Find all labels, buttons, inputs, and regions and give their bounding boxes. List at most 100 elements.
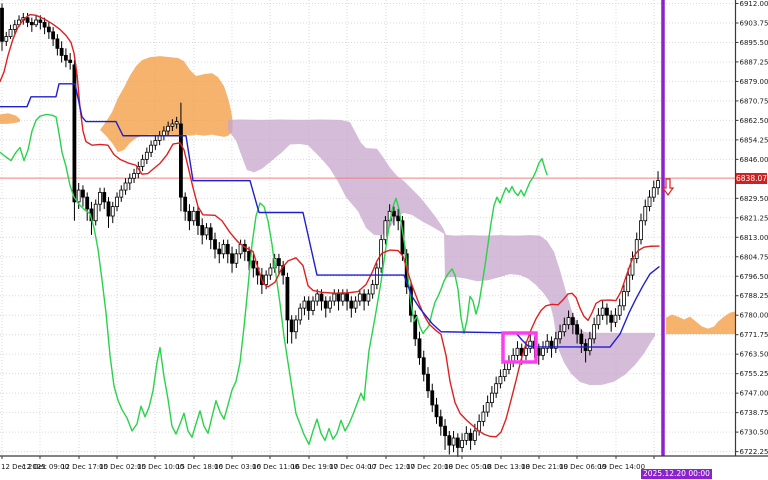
candle-bullish xyxy=(298,307,303,321)
candle-bearish xyxy=(570,317,575,326)
sell-arrow-icon xyxy=(661,178,675,197)
candle-bullish xyxy=(634,239,639,259)
candle-bullish xyxy=(353,300,358,309)
candle-bearish xyxy=(51,31,56,40)
candle-bullish xyxy=(489,392,494,403)
candle-bullish xyxy=(626,274,631,293)
candle-bullish xyxy=(592,324,597,340)
candle-bullish xyxy=(127,177,132,184)
candle-bullish xyxy=(166,125,171,132)
candle-bullish xyxy=(498,376,503,385)
candle-bullish xyxy=(140,158,145,167)
candle-bearish xyxy=(251,260,256,269)
candle-bullish xyxy=(472,430,477,441)
candle-bullish xyxy=(315,293,320,302)
candle-bearish xyxy=(25,17,30,23)
candle-bearish xyxy=(196,210,200,226)
candle-bullish xyxy=(553,338,558,349)
x-axis-label: 18 Dec 05:00 xyxy=(444,463,491,471)
y-axis-label: 6887.25 xyxy=(740,58,768,66)
ichimoku-cloud-orange xyxy=(666,311,735,335)
y-axis-label: 6722.25 xyxy=(740,448,768,456)
candle-bullish xyxy=(12,24,17,30)
candle-bearish xyxy=(106,201,111,217)
y-axis-label: 6771.75 xyxy=(740,331,768,339)
candle-bearish xyxy=(42,21,47,28)
candle-bearish xyxy=(605,307,609,316)
candle-bullish xyxy=(93,203,98,222)
candle-bearish xyxy=(438,416,443,427)
candle-bullish xyxy=(562,324,567,333)
candle-bearish xyxy=(225,243,230,255)
candle-bearish xyxy=(362,293,367,302)
y-axis-label: 6854.25 xyxy=(740,136,768,144)
candle-bullish xyxy=(34,19,38,26)
candle-bearish xyxy=(179,123,183,198)
x-axis-label: 16 Dec 19:00 xyxy=(291,463,338,471)
candle-bearish xyxy=(447,435,452,446)
y-axis-label: 6796.50 xyxy=(740,273,768,281)
candle-bearish xyxy=(396,215,401,222)
candle-bearish xyxy=(323,300,328,309)
candle-bullish xyxy=(238,243,243,255)
tenkan-sen-line xyxy=(0,13,660,438)
candle-bullish xyxy=(340,293,345,302)
y-axis-label: 6763.50 xyxy=(740,351,768,359)
candle-bearish xyxy=(455,437,460,448)
candle-bearish xyxy=(29,21,34,26)
candle-bullish xyxy=(613,314,618,323)
candle-bullish xyxy=(268,267,273,276)
candle-bearish xyxy=(59,47,64,56)
candle-bullish xyxy=(617,305,622,316)
y-axis-label: 6804.75 xyxy=(740,253,768,261)
x-axis-label: 16 Dec 03:00 xyxy=(214,463,261,471)
candle-bearish xyxy=(102,192,107,203)
y-axis-label: 6738.75 xyxy=(740,409,768,417)
candle-bearish xyxy=(217,248,222,255)
y-axis-label: 6730.50 xyxy=(740,429,768,437)
y-axis-label: 6846.00 xyxy=(740,156,768,164)
x-axis-label: 18 Dec 13:00 xyxy=(483,463,530,471)
y-axis-label: 6821.25 xyxy=(740,214,768,222)
y-axis-label: 6788.25 xyxy=(740,292,768,300)
candle-bearish xyxy=(421,357,426,375)
candle-bullish xyxy=(651,187,656,198)
candle-bullish xyxy=(451,437,456,446)
candle-bullish xyxy=(524,347,528,356)
kijun-sen-line xyxy=(0,83,660,348)
highlight-box[interactable] xyxy=(501,331,538,364)
candle-bullish xyxy=(558,331,562,340)
candle-bearish xyxy=(417,338,422,359)
candle-bullish xyxy=(170,123,175,127)
candle-bullish xyxy=(485,402,490,413)
y-axis-label: 6895.50 xyxy=(740,39,768,47)
y-axis-label: 6862.50 xyxy=(740,117,768,125)
y-axis-label: 6813.00 xyxy=(740,234,768,242)
x-axis-label: 15 Dec 02:00 xyxy=(99,463,146,471)
candle-bullish xyxy=(481,411,486,422)
candle-bullish xyxy=(221,243,226,255)
candle-bearish xyxy=(46,26,51,33)
candle-bullish xyxy=(149,144,154,153)
y-axis-label: 6903.75 xyxy=(740,19,768,27)
candle-bullish xyxy=(204,227,209,236)
candle-bearish xyxy=(0,7,4,42)
x-axis-label: 12 Dec 2025 xyxy=(1,463,46,471)
candle-bearish xyxy=(276,258,281,267)
candle-bullish xyxy=(132,173,136,179)
candle-bullish xyxy=(110,206,115,217)
candle-bearish xyxy=(68,59,73,63)
candle-bearish xyxy=(85,196,90,210)
x-axis-label: 16 Dec 11:00 xyxy=(252,463,299,471)
candle-bullish xyxy=(587,338,592,352)
candle-bearish xyxy=(306,300,311,311)
candle-bullish xyxy=(191,210,196,222)
candle-bullish xyxy=(515,347,520,356)
candle-bullish xyxy=(123,182,128,191)
candle-bearish xyxy=(575,324,579,335)
candle-bearish xyxy=(392,210,396,217)
candle-bullish xyxy=(119,189,124,198)
candle-bullish xyxy=(366,293,371,302)
candle-bullish xyxy=(383,220,388,241)
